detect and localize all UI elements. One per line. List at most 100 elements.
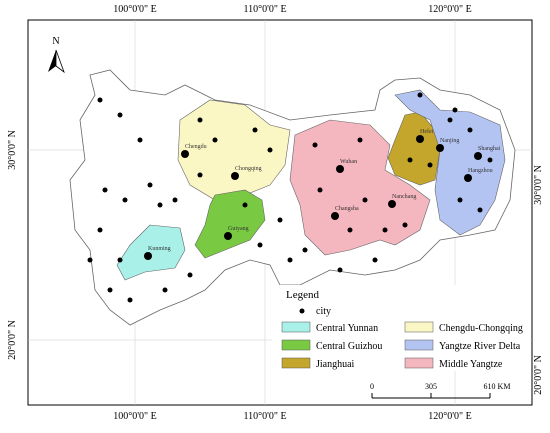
city-dot bbox=[242, 202, 248, 208]
city-dot bbox=[147, 182, 153, 188]
scale-label: 305 bbox=[425, 382, 437, 391]
city-label: Hangzhou bbox=[468, 168, 493, 174]
city-dot bbox=[117, 257, 123, 263]
scale-label: 610 KM bbox=[484, 382, 511, 391]
city-dot bbox=[337, 267, 343, 273]
city-dot bbox=[87, 257, 93, 263]
city-label: Guiyang bbox=[228, 226, 249, 232]
chengdu-chongqing-region bbox=[177, 99, 291, 201]
right-latitude-label: 30°0'0" N bbox=[533, 165, 544, 205]
legend-label: Yangtze River Delta bbox=[439, 341, 521, 352]
city-dot bbox=[277, 217, 283, 223]
legend-swatch bbox=[281, 339, 311, 351]
city-dot bbox=[317, 187, 323, 193]
legend-label: Central Guizhou bbox=[316, 341, 382, 352]
central-yunnan-region bbox=[116, 224, 186, 281]
legend-label: Middle Yangtze bbox=[439, 359, 503, 370]
city-dot bbox=[97, 97, 103, 103]
right-latitude-label: 20°0'0" N bbox=[533, 355, 544, 395]
top-longitude-label: 120°0'0" E bbox=[428, 4, 472, 15]
city-dot bbox=[162, 287, 168, 293]
city-dot bbox=[252, 127, 258, 133]
north-arrow bbox=[55, 49, 65, 74]
city-dot bbox=[312, 142, 318, 148]
bottom-longitude-label: 120°0'0" E bbox=[428, 411, 472, 422]
city-dot bbox=[382, 227, 388, 233]
legend-box bbox=[272, 285, 530, 371]
city-dot bbox=[181, 150, 189, 158]
city-dot bbox=[257, 242, 263, 248]
legend-city-symbol bbox=[299, 308, 305, 314]
city-label: Chengdu bbox=[185, 144, 207, 150]
city-dot bbox=[436, 144, 444, 152]
bottom-longitude-label: 100°0'0" E bbox=[113, 411, 157, 422]
city-dot bbox=[107, 287, 113, 293]
city-dot bbox=[117, 112, 123, 118]
city-dot bbox=[372, 257, 378, 263]
city-dot bbox=[231, 172, 239, 180]
city-dot bbox=[402, 222, 408, 228]
city-dot bbox=[212, 137, 218, 143]
yangtze-river-delta-region bbox=[394, 89, 506, 236]
city-dot bbox=[347, 227, 353, 233]
legend-items: Central Yunnan Chengdu-Chongqing Central G… bbox=[281, 321, 523, 370]
city-dot bbox=[362, 197, 368, 203]
north-label: N bbox=[52, 36, 59, 47]
city-dot bbox=[302, 247, 308, 253]
city-dot bbox=[457, 197, 463, 203]
city-dot bbox=[102, 187, 108, 193]
city-label: Shanghai bbox=[478, 146, 501, 152]
city-dot bbox=[187, 272, 193, 278]
city-dot bbox=[224, 232, 232, 240]
city-dot bbox=[157, 202, 163, 208]
city-dot bbox=[97, 227, 103, 233]
legend-label: Central Yunnan bbox=[316, 323, 378, 334]
scale-label: 0 bbox=[370, 382, 374, 391]
city-dot bbox=[122, 197, 128, 203]
city-dot bbox=[474, 152, 482, 160]
bottom-longitude-label: 110°0'0" E bbox=[243, 411, 286, 422]
city-dot bbox=[447, 117, 453, 123]
city-label: Nanchang bbox=[392, 194, 416, 200]
legend-title: Legend bbox=[286, 289, 319, 301]
jianghuai-region bbox=[387, 111, 441, 186]
city-dot bbox=[464, 174, 472, 182]
legend-swatch bbox=[281, 357, 311, 369]
city-dot bbox=[127, 297, 133, 303]
central-guizhou-region bbox=[194, 189, 266, 259]
legend-city-label: city bbox=[316, 306, 331, 317]
middle-yangtze-region bbox=[289, 119, 431, 256]
left-latitude-label: 20°0'0" N bbox=[7, 320, 18, 360]
city-dot bbox=[357, 137, 363, 143]
city-dot bbox=[417, 92, 423, 98]
legend-swatch bbox=[404, 357, 434, 369]
city-label: Changsha bbox=[335, 206, 359, 212]
city-dot bbox=[452, 107, 458, 113]
city-dot bbox=[267, 147, 273, 153]
city-dot bbox=[388, 200, 396, 208]
top-longitude-label: 110°0'0" E bbox=[243, 4, 286, 15]
city-dot bbox=[197, 172, 203, 178]
city-dot bbox=[427, 162, 433, 168]
left-latitude-label: 30°0'0" N bbox=[7, 130, 18, 170]
city-dot bbox=[407, 157, 413, 163]
city-dot bbox=[331, 212, 339, 220]
city-label: Nanjing bbox=[440, 138, 459, 144]
city-dot bbox=[336, 165, 344, 173]
city-labels: Chengdu Chongqing Kunming Guiyang Wuhan Chang… bbox=[148, 128, 501, 252]
city-dot bbox=[144, 252, 152, 260]
north-arrow bbox=[48, 50, 56, 72]
city-dot bbox=[287, 257, 293, 263]
city-label: Kunming bbox=[148, 246, 171, 252]
top-longitude-label: 100°0'0" E bbox=[113, 4, 157, 15]
city-dot bbox=[467, 127, 473, 133]
city-label: Hefei bbox=[420, 128, 434, 135]
legend-label: Jianghuai bbox=[316, 359, 355, 370]
legend-swatch bbox=[281, 321, 311, 333]
city-dot bbox=[137, 137, 143, 143]
legend-swatch bbox=[404, 339, 434, 351]
city-label: Wuhan bbox=[340, 159, 357, 165]
city-dot bbox=[197, 117, 203, 123]
city-dot bbox=[477, 207, 483, 213]
